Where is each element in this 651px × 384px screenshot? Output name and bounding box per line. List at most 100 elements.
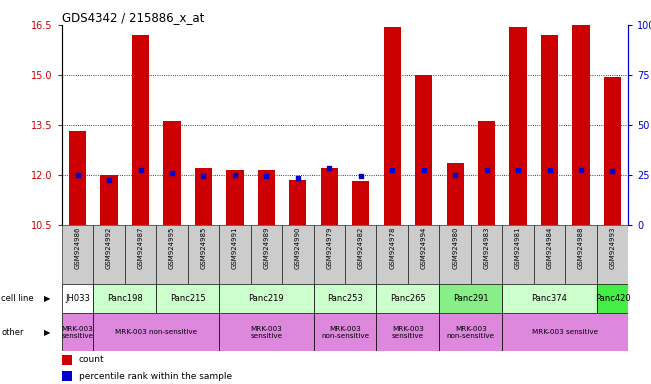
Point: [450, 172, 460, 178]
Bar: [62, 284, 93, 313]
Point: [387, 167, 397, 173]
Point: [576, 167, 587, 173]
Bar: [597, 225, 628, 284]
Text: Panc265: Panc265: [390, 294, 426, 303]
Text: count: count: [79, 355, 104, 364]
Text: GSM924980: GSM924980: [452, 227, 458, 269]
Bar: [604, 76, 621, 225]
Text: Panc291: Panc291: [453, 294, 489, 303]
Text: cell line: cell line: [1, 294, 34, 303]
Text: GSM924979: GSM924979: [326, 227, 332, 269]
Bar: [439, 313, 503, 351]
Text: GSM924986: GSM924986: [75, 227, 81, 269]
Point: [482, 167, 492, 173]
Bar: [345, 225, 376, 284]
Bar: [93, 284, 156, 313]
Bar: [503, 225, 534, 284]
Text: other: other: [1, 328, 24, 337]
Text: ▶: ▶: [44, 294, 51, 303]
Bar: [93, 313, 219, 351]
Bar: [572, 8, 590, 225]
Bar: [258, 170, 275, 225]
Bar: [62, 225, 93, 284]
Bar: [251, 225, 282, 284]
Bar: [314, 313, 376, 351]
Point: [135, 167, 146, 173]
Bar: [314, 225, 345, 284]
Point: [355, 173, 366, 179]
Point: [104, 177, 115, 183]
Bar: [415, 75, 432, 225]
Point: [419, 167, 429, 173]
Bar: [314, 284, 376, 313]
Point: [198, 173, 208, 179]
Bar: [376, 225, 408, 284]
Bar: [534, 225, 565, 284]
Point: [230, 172, 240, 178]
Text: MRK-003
non-sensitive: MRK-003 non-sensitive: [447, 326, 495, 339]
Bar: [376, 313, 439, 351]
Bar: [503, 313, 628, 351]
Bar: [62, 313, 93, 351]
Text: GSM924978: GSM924978: [389, 227, 395, 269]
Text: MRK-003 sensitive: MRK-003 sensitive: [533, 329, 598, 335]
Text: GSM924990: GSM924990: [295, 227, 301, 269]
Bar: [321, 168, 338, 225]
Text: GSM924983: GSM924983: [484, 227, 490, 269]
Bar: [471, 225, 503, 284]
Point: [544, 167, 555, 173]
Text: MRK-003
non-sensitive: MRK-003 non-sensitive: [321, 326, 369, 339]
Bar: [62, 371, 72, 381]
Bar: [100, 175, 118, 225]
Text: GSM924989: GSM924989: [264, 227, 270, 269]
Text: Panc374: Panc374: [532, 294, 568, 303]
Text: GSM924993: GSM924993: [609, 227, 615, 269]
Text: Panc253: Panc253: [327, 294, 363, 303]
Text: MRK-003 non-sensitive: MRK-003 non-sensitive: [115, 329, 197, 335]
Text: Panc198: Panc198: [107, 294, 143, 303]
Bar: [376, 284, 439, 313]
Bar: [282, 225, 314, 284]
Bar: [195, 168, 212, 225]
Bar: [510, 26, 527, 225]
Bar: [541, 35, 558, 225]
Bar: [219, 284, 314, 313]
Text: MRK-003
sensitive: MRK-003 sensitive: [61, 326, 94, 339]
Bar: [125, 225, 156, 284]
Bar: [447, 163, 464, 225]
Bar: [132, 35, 149, 225]
Bar: [408, 225, 439, 284]
Point: [167, 170, 177, 176]
Text: MRK-003
sensitive: MRK-003 sensitive: [250, 326, 283, 339]
Bar: [156, 225, 187, 284]
Bar: [289, 180, 307, 225]
Bar: [383, 26, 401, 225]
Bar: [439, 225, 471, 284]
Bar: [219, 313, 314, 351]
Point: [513, 167, 523, 173]
Text: GSM924995: GSM924995: [169, 227, 175, 269]
Text: Panc219: Panc219: [249, 294, 284, 303]
Text: GSM924994: GSM924994: [421, 227, 426, 269]
Text: Panc215: Panc215: [170, 294, 206, 303]
Bar: [187, 225, 219, 284]
Bar: [478, 121, 495, 225]
Text: JH033: JH033: [65, 294, 90, 303]
Bar: [219, 225, 251, 284]
Text: GSM924991: GSM924991: [232, 227, 238, 269]
Text: GDS4342 / 215886_x_at: GDS4342 / 215886_x_at: [62, 11, 204, 24]
Bar: [565, 225, 597, 284]
Text: GSM924987: GSM924987: [137, 227, 143, 269]
Text: ▶: ▶: [44, 328, 51, 337]
Bar: [69, 131, 86, 225]
Point: [607, 168, 618, 174]
Text: GSM924992: GSM924992: [106, 227, 112, 269]
Text: percentile rank within the sample: percentile rank within the sample: [79, 372, 232, 381]
Point: [261, 173, 271, 179]
Text: MRK-003
sensitive: MRK-003 sensitive: [392, 326, 424, 339]
Bar: [62, 355, 72, 365]
Bar: [93, 225, 125, 284]
Point: [324, 165, 335, 171]
Text: GSM924981: GSM924981: [515, 227, 521, 269]
Point: [72, 172, 83, 178]
